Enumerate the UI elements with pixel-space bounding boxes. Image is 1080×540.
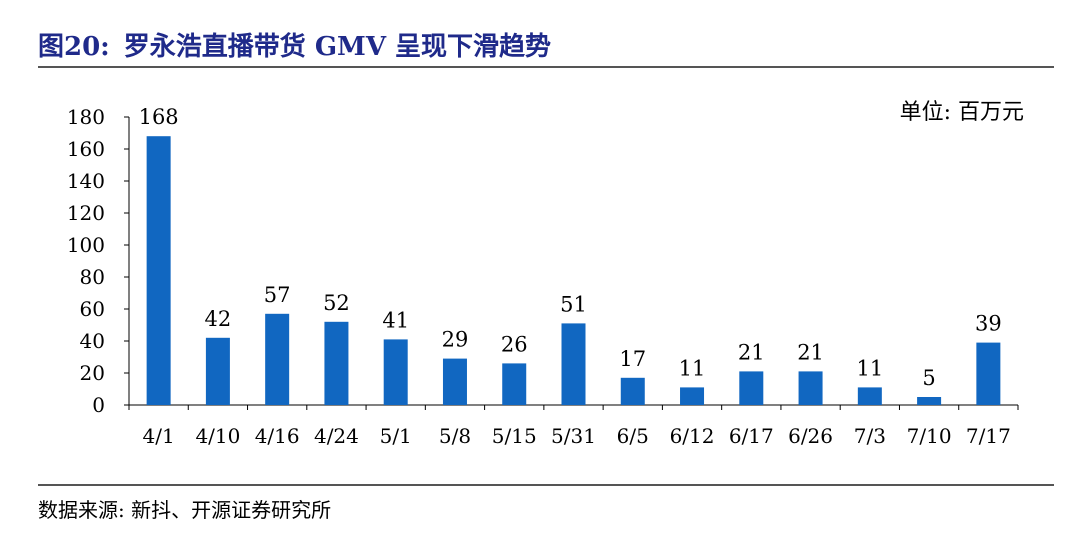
figure-number: 图20: bbox=[38, 32, 110, 62]
top-divider bbox=[38, 66, 1054, 68]
y-tick-label: 160 bbox=[67, 137, 105, 161]
figure-title: 图20: 罗永浩直播带货 GMV 呈现下滑趋势 bbox=[38, 26, 551, 63]
y-tick-label: 100 bbox=[67, 233, 105, 257]
data-label: 41 bbox=[382, 308, 409, 332]
bar bbox=[917, 397, 942, 405]
x-tick-label: 5/1 bbox=[380, 424, 412, 448]
data-label: 51 bbox=[560, 292, 587, 316]
x-tick-label: 7/10 bbox=[907, 424, 952, 448]
x-tick-label: 7/3 bbox=[854, 424, 886, 448]
data-label: 5 bbox=[922, 366, 935, 390]
y-tick-label: 20 bbox=[80, 361, 105, 385]
x-tick-label: 5/8 bbox=[439, 424, 471, 448]
x-tick-label: 6/5 bbox=[617, 424, 649, 448]
data-label: 52 bbox=[323, 291, 350, 315]
data-label: 26 bbox=[501, 332, 528, 356]
x-tick-label: 4/10 bbox=[195, 424, 240, 448]
x-tick-label: 5/15 bbox=[492, 424, 537, 448]
bar bbox=[502, 363, 527, 405]
x-tick-label: 4/16 bbox=[255, 424, 300, 448]
bar bbox=[680, 387, 705, 405]
x-tick-label: 4/24 bbox=[314, 424, 359, 448]
y-tick-label: 180 bbox=[67, 105, 105, 129]
x-tick-label: 7/17 bbox=[966, 424, 1011, 448]
data-label: 21 bbox=[797, 340, 824, 364]
y-tick-label: 0 bbox=[92, 393, 105, 417]
bar bbox=[620, 377, 645, 405]
y-tick-label: 120 bbox=[67, 201, 105, 225]
data-label: 57 bbox=[264, 283, 291, 307]
data-label: 29 bbox=[442, 328, 469, 352]
data-label: 42 bbox=[205, 307, 232, 331]
data-label: 11 bbox=[679, 356, 706, 380]
bottom-divider bbox=[38, 484, 1054, 486]
x-tick-label: 5/31 bbox=[551, 424, 596, 448]
x-tick-label: 6/12 bbox=[670, 424, 715, 448]
bar bbox=[798, 371, 823, 405]
bar bbox=[857, 387, 882, 405]
data-label: 168 bbox=[139, 105, 179, 129]
unit-label: 单位: 百万元 bbox=[899, 100, 1024, 125]
data-label: 11 bbox=[856, 356, 883, 380]
y-tick-label: 140 bbox=[67, 169, 105, 193]
bar bbox=[146, 136, 171, 405]
y-tick-label: 40 bbox=[80, 329, 105, 353]
x-tick-label: 6/17 bbox=[729, 424, 774, 448]
bar bbox=[442, 358, 467, 405]
bar bbox=[561, 323, 586, 405]
bar bbox=[205, 337, 230, 405]
bar bbox=[739, 371, 764, 405]
y-tick-label: 80 bbox=[80, 265, 105, 289]
bar bbox=[265, 313, 290, 405]
y-tick-label: 60 bbox=[80, 297, 105, 321]
data-label: 21 bbox=[738, 340, 765, 364]
data-label: 17 bbox=[619, 347, 646, 371]
figure-title-text: 罗永浩直播带货 GMV 呈现下滑趋势 bbox=[123, 32, 552, 62]
x-tick-label: 4/1 bbox=[143, 424, 175, 448]
bar bbox=[324, 321, 349, 405]
source-note: 数据来源: 新抖、开源证券研究所 bbox=[38, 498, 332, 522]
data-label: 39 bbox=[975, 312, 1002, 336]
bar bbox=[383, 339, 408, 405]
bar bbox=[976, 342, 1001, 405]
x-tick-label: 6/26 bbox=[788, 424, 833, 448]
